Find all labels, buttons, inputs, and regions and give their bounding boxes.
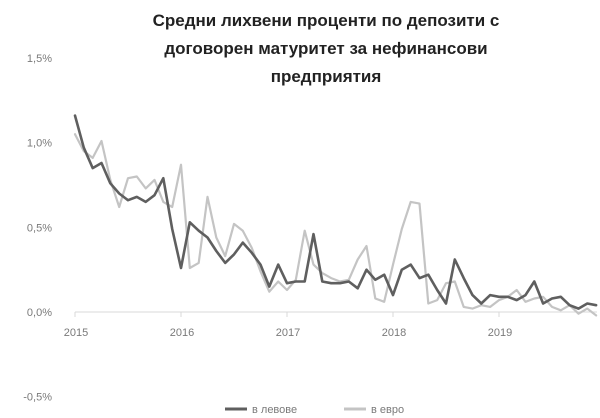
series-line-euro xyxy=(73,133,598,317)
x-tick-label: 2017 xyxy=(276,327,300,339)
y-tick-label: 1,0% xyxy=(27,138,52,150)
y-tick-label: -0,5% xyxy=(23,392,52,404)
y-tick-label: 0,0% xyxy=(27,307,52,319)
y-tick-label: 0,5% xyxy=(27,222,52,234)
x-tick-label: 2019 xyxy=(488,327,512,339)
x-tick-label: 2018 xyxy=(382,327,406,339)
y-tick-label: 1,5% xyxy=(27,53,52,65)
x-tick-label: 2016 xyxy=(170,327,194,339)
chart-title-line-3: предприятия xyxy=(271,67,382,86)
legend: в левове в евро xyxy=(225,404,404,416)
chart-title-line-1: Средни лихвени проценти по депозити с xyxy=(153,11,500,30)
series-line-leva xyxy=(73,114,598,310)
legend-label-leva: в левове xyxy=(252,404,297,416)
chart-title: Средни лихвени проценти по депозити с до… xyxy=(153,11,500,86)
x-tick-label: 2015 xyxy=(64,327,88,339)
series-lines xyxy=(73,114,598,317)
y-axis-tick-labels: 1,5% 1,0% 0,5% 0,0% -0,5% xyxy=(23,53,52,404)
legend-label-euro: в евро xyxy=(371,404,404,416)
chart-title-line-2: договорен матуритет за нефинансови xyxy=(164,39,487,58)
x-axis-tick-labels: 2015 2016 2017 2018 2019 xyxy=(64,327,512,339)
x-axis-ticks xyxy=(74,312,500,317)
